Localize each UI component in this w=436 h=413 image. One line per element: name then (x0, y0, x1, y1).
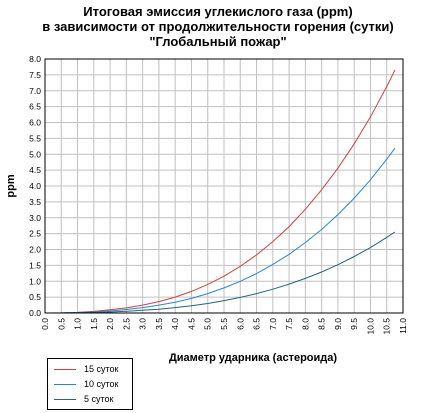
legend: 15 суток 10 суток 5 суток (47, 358, 133, 410)
x-tick-label: 4.0 (170, 318, 180, 330)
x-tick-label: 6.0 (235, 318, 245, 330)
x-tick-label: 0.5 (56, 318, 66, 330)
y-tick-label: 7.5 (29, 70, 41, 80)
x-tick-label: 10.0 (365, 318, 375, 335)
y-tick-label: 1.5 (29, 260, 41, 270)
y-tick-label: 2.5 (29, 229, 41, 239)
chart-subtitle-1: в зависимости от продолжительности горен… (42, 19, 394, 34)
x-tick-label: 5.0 (203, 318, 213, 330)
x-tick-label: 9.0 (333, 318, 343, 330)
y-tick-label: 0.5 (29, 292, 41, 302)
y-tick-labels: 0.0 0.5 1.0 1.5 2.0 2.5 3.0 3.5 4.0 4.5 5.0 5.5 6.0 6… (29, 54, 41, 318)
x-tick-label: 2.0 (105, 318, 115, 330)
legend-swatch-1 (54, 384, 76, 385)
chart-title: Итоговая эмиссия углекислого газа (ppm) (83, 4, 353, 19)
legend-label-1: 10 суток (84, 379, 119, 389)
x-tick-label: 9.5 (349, 318, 359, 330)
legend-item-1: 10 суток (48, 378, 132, 390)
x-tick-label: 6.5 (252, 318, 262, 330)
y-tick-label: 8.0 (29, 54, 41, 64)
legend-swatch-0 (54, 369, 76, 370)
x-tick-label: 5.5 (219, 318, 229, 330)
series-lines (44, 69, 396, 314)
x-tick-labels: 0.0 0.5 1.0 1.5 2.0 2.5 3.0 3.5 4.0 4.5 5.0 5.5 6.0 6… (40, 318, 408, 335)
y-tick-label: 0.0 (29, 308, 41, 318)
x-axis-title: Диаметр ударника (астероида) (169, 352, 337, 364)
x-tick-label: 10.5 (382, 318, 392, 335)
y-tick-label: 5.0 (29, 149, 41, 159)
plot-frame (44, 58, 404, 314)
x-tick-label: 1.5 (89, 318, 99, 330)
x-tick-label: 7.5 (284, 318, 294, 330)
y-tick-label: 1.0 (29, 276, 41, 286)
x-tick-label: 11.0 (398, 318, 408, 334)
y-tick-label: 3.5 (29, 197, 41, 207)
x-tick-label: 2.5 (121, 318, 131, 330)
y-tick-label: 7.0 (29, 86, 41, 96)
y-tick-label: 6.5 (29, 102, 41, 112)
x-tick-label: 8.5 (317, 318, 327, 330)
x-tick-label: 3.0 (138, 318, 148, 330)
legend-label-2: 5 суток (84, 394, 114, 404)
legend-label-0: 15 суток (84, 364, 119, 374)
legend-swatch-2 (54, 399, 76, 400)
x-tick-label: 7.0 (268, 318, 278, 330)
x-tick-label: 8.0 (300, 318, 310, 330)
y-tick-label: 3.0 (29, 213, 41, 223)
y-tick-label: 6.0 (29, 118, 41, 128)
legend-item-2: 5 суток (48, 393, 132, 405)
x-tick-label: 4.5 (186, 318, 196, 330)
legend-item-0: 15 суток (48, 363, 132, 375)
series-line-2 (45, 231, 396, 314)
series-line-0 (44, 69, 396, 314)
y-tick-label: 4.0 (29, 181, 41, 191)
y-tick-label: 5.5 (29, 133, 41, 143)
x-tick-label: 3.5 (154, 318, 164, 330)
y-tick-label: 2.0 (29, 245, 41, 255)
x-tick-label: 0.0 (40, 318, 50, 330)
x-tick-label: 1.0 (73, 318, 83, 330)
y-tick-label: 4.5 (29, 165, 41, 175)
series-line-1 (44, 147, 396, 314)
y-axis-title: ppm (5, 174, 17, 197)
chart-subtitle-2: "Глобальный пожар" (149, 34, 287, 49)
grid (44, 58, 404, 314)
